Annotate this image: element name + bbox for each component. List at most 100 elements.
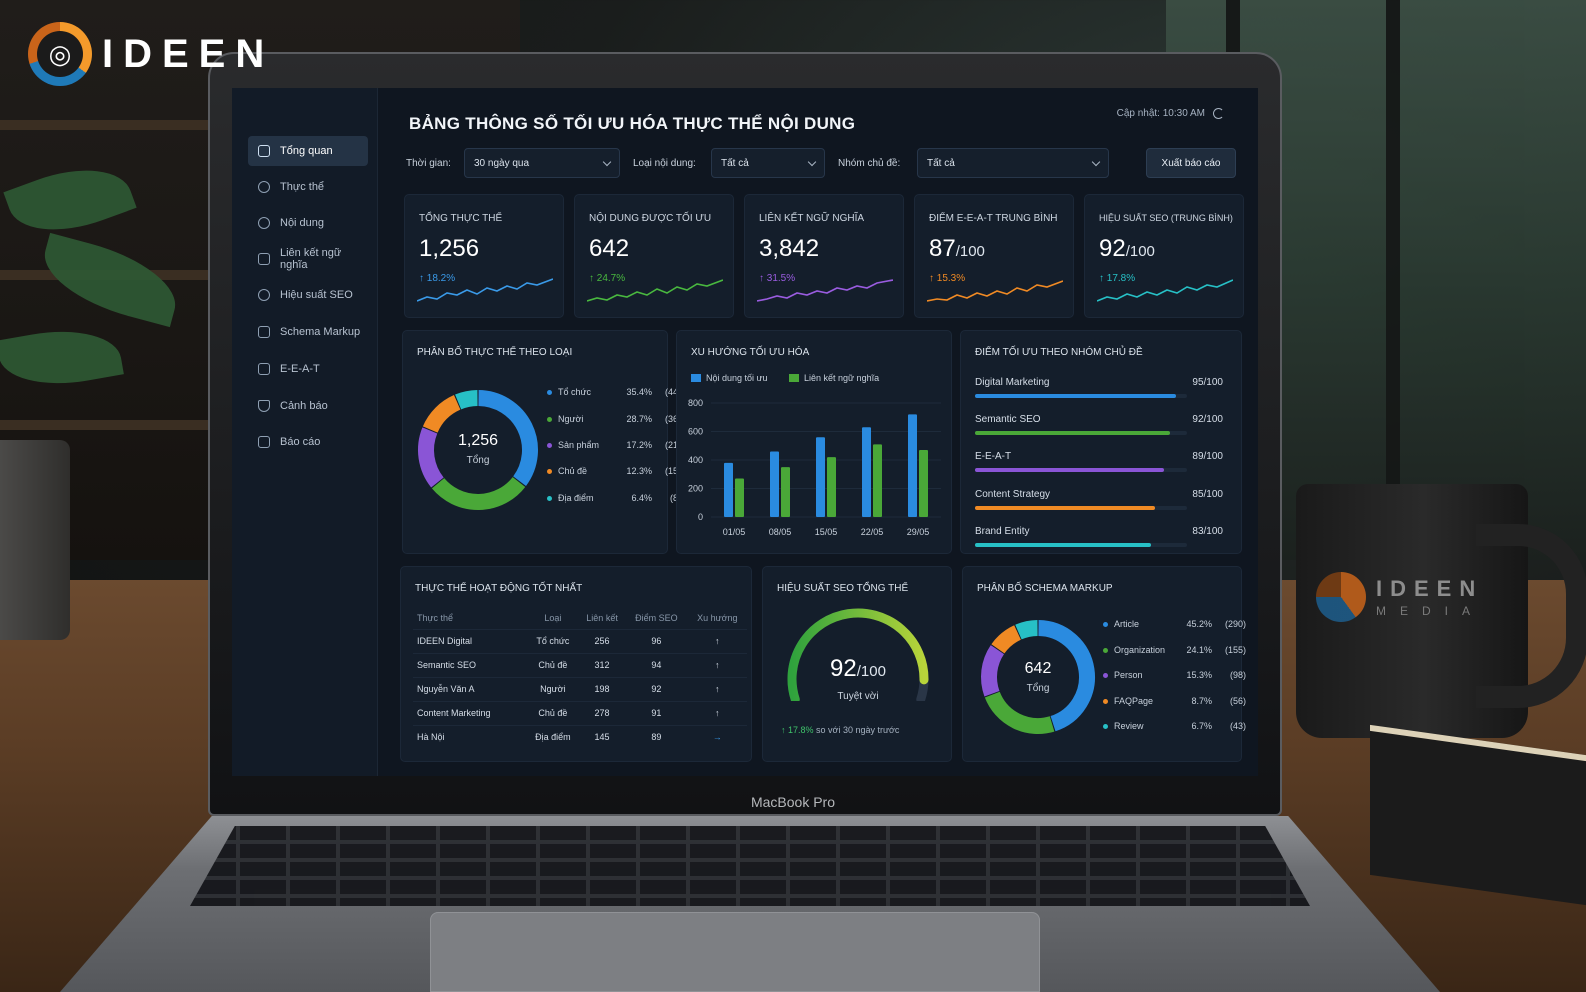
content-type-value: Tất cả (721, 157, 749, 169)
kpi-delta: ↑ 15.3% (929, 273, 966, 284)
entity-score: 89 (625, 725, 688, 749)
entity-name: Semantic SEO (413, 653, 527, 678)
topic-score-card: ĐIỂM TỐI ƯU THEO NHÓM CHỦ ĐỀ Digital Mar… (960, 330, 1242, 554)
kpi-delta: ↑ 31.5% (759, 273, 796, 284)
sidebar-item-seo-performance[interactable]: Hiệu suất SEO (248, 280, 368, 310)
sidebar-item-reports[interactable]: Báo cáo (248, 427, 368, 457)
content-icon (258, 217, 270, 229)
chevron-down-icon (807, 157, 817, 166)
bar-1-3[interactable] (873, 444, 882, 517)
card-title: PHÂN BỐ THỰC THỂ THEO LOẠI (417, 347, 573, 358)
donut-slice-3[interactable] (422, 395, 461, 433)
kpi-card-seo-performance: HIỆU SUẤT SEO (TRUNG BÌNH) 92/100 ↑ 17.8… (1084, 194, 1244, 318)
sidebar-item-schema-markup[interactable]: Schema Markup (248, 317, 368, 347)
column-header[interactable]: Liên kết (586, 613, 618, 623)
topic-group-select[interactable]: Tất cả (917, 148, 1109, 178)
sidebar-item-label: Báo cáo (280, 436, 321, 448)
seo-gauge-card: HIỆU SUẤT SEO TỔNG THỂ 92/100 Tuyệt vời … (762, 566, 952, 762)
kpi-label: ĐIỂM E-E-A-T TRUNG BÌNH (929, 213, 1058, 224)
donut-slice-0[interactable] (1038, 620, 1095, 732)
table-row[interactable]: Hà Nội Địa điểm 145 89 → (413, 725, 747, 749)
donut-slice-2[interactable] (981, 645, 1005, 697)
table-row[interactable]: Content Marketing Chủ đề 278 91 ↑ (413, 701, 747, 726)
main-panel: BẢNG THÔNG SỐ TỐI ƯU HÓA THỰC THỂ NỘI DU… (378, 88, 1258, 776)
column-header[interactable]: Xu hướng (697, 613, 738, 623)
legend-dot (1103, 698, 1108, 704)
bar-0-1[interactable] (770, 451, 779, 517)
entity-links: 145 (578, 725, 626, 749)
checklist-icon (258, 363, 270, 375)
keyboard (190, 826, 1310, 906)
donut-center-label: Tổng (1027, 682, 1050, 694)
table-row[interactable]: IDEEN Digital Tổ chức 256 96 ↑ (413, 629, 747, 654)
bar-1-4[interactable] (919, 450, 928, 517)
donut-slice-0[interactable] (478, 390, 538, 486)
table-row[interactable]: Semantic SEO Chủ đề 312 94 ↑ (413, 653, 747, 678)
sidebar-item-semantic-links[interactable]: Liên kết ngữ nghĩa (248, 244, 368, 274)
top-entities-card: THỰC THỂ HOẠT ĐỘNG TỐT NHẤT Thực thể Loạ… (400, 566, 752, 762)
time-filter-select[interactable]: 30 ngày qua (464, 148, 620, 178)
refresh-icon[interactable] (1213, 108, 1224, 119)
optimization-trend-card: XU HƯỚNG TỐI ƯU HÓA Nội dung tối ưu Liên… (676, 330, 952, 554)
laptop-model-label: MacBook Pro (750, 794, 836, 810)
legend-dot (547, 416, 552, 422)
donut-slice-4[interactable] (1015, 620, 1038, 640)
legend-swatch (691, 374, 701, 382)
bar-0-3[interactable] (862, 427, 871, 517)
donut-slice-1[interactable] (984, 691, 1055, 734)
shelf-plank (0, 420, 260, 430)
topic-bar-fill (975, 468, 1164, 472)
sidebar-item-entities[interactable]: Thực thể (248, 172, 368, 202)
card-title: THỰC THỂ HOẠT ĐỘNG TỐT NHẤT (415, 583, 583, 594)
topic-score: 89/100 (1192, 451, 1223, 462)
dashboard-icon (258, 145, 270, 157)
column-header[interactable]: Loại (544, 613, 562, 623)
kpi-sparkline (1097, 279, 1233, 302)
sidebar-item-overview[interactable]: Tổng quan (248, 136, 368, 166)
export-report-button[interactable]: Xuất báo cáo (1146, 148, 1236, 178)
column-header[interactable]: Thực thể (417, 613, 454, 623)
legend-dot (547, 495, 552, 501)
donut-slice-2[interactable] (418, 427, 444, 488)
table-row[interactable]: Nguyễn Văn A Người 198 92 ↑ (413, 677, 747, 702)
entity-name: Hà Nội (413, 725, 527, 749)
bar-0-0[interactable] (724, 462, 733, 517)
bar-0-4[interactable] (908, 414, 917, 517)
kpi-value: 92/100 (1099, 235, 1155, 262)
donut-slice-1[interactable] (431, 476, 526, 510)
column-header[interactable]: Điểm SEO (635, 613, 678, 623)
time-filter-value: 30 ngày qua (474, 157, 530, 169)
card-title: ĐIỂM TỐI ƯU THEO NHÓM CHỦ ĐỀ (975, 347, 1143, 358)
card-title: XU HƯỚNG TỐI ƯU HÓA (691, 347, 810, 358)
donut-center-value: 1,256 (458, 432, 498, 449)
kpi-delta: ↑ 17.8% (1099, 273, 1136, 284)
x-tick-label: 29/05 (907, 527, 930, 537)
chevron-down-icon (602, 157, 612, 166)
bar-1-1[interactable] (781, 467, 790, 517)
bar-1-2[interactable] (827, 457, 836, 517)
donut-slice-4[interactable] (455, 390, 478, 410)
coffee-mug: IDEEN MEDIA (1296, 484, 1586, 738)
sidebar-item-alerts[interactable]: Cảnh báo (248, 391, 368, 421)
topic-name: Semantic SEO (975, 414, 1041, 425)
content-type-select[interactable]: Tất cả (711, 148, 825, 178)
sidebar-item-content[interactable]: Nội dung (248, 208, 368, 238)
legend-dot (547, 468, 552, 474)
y-tick-label: 200 (688, 484, 703, 494)
kpi-card-eeat-score: ĐIỂM E-E-A-T TRUNG BÌNH 87/100 ↑ 15.3% (914, 194, 1074, 318)
donut-slice-3[interactable] (991, 625, 1022, 654)
sidebar-item-eeat[interactable]: E-E-A-T (248, 354, 368, 384)
entity-name: Content Marketing (413, 701, 527, 726)
bar-1-0[interactable] (735, 478, 744, 517)
sidebar-item-label: Liên kết ngữ nghĩa (280, 247, 342, 271)
topic-bar-fill (975, 431, 1171, 435)
bar-0-2[interactable] (816, 437, 825, 517)
kpi-value: 87/100 (929, 235, 985, 262)
entity-type: Tổ chức (526, 629, 579, 654)
topic-bar-track (975, 506, 1187, 510)
entity-type: Chủ đề (526, 701, 579, 726)
legend-dot (1103, 723, 1108, 729)
topic-name: Content Strategy (975, 489, 1051, 500)
topic-bar-fill (975, 543, 1151, 547)
